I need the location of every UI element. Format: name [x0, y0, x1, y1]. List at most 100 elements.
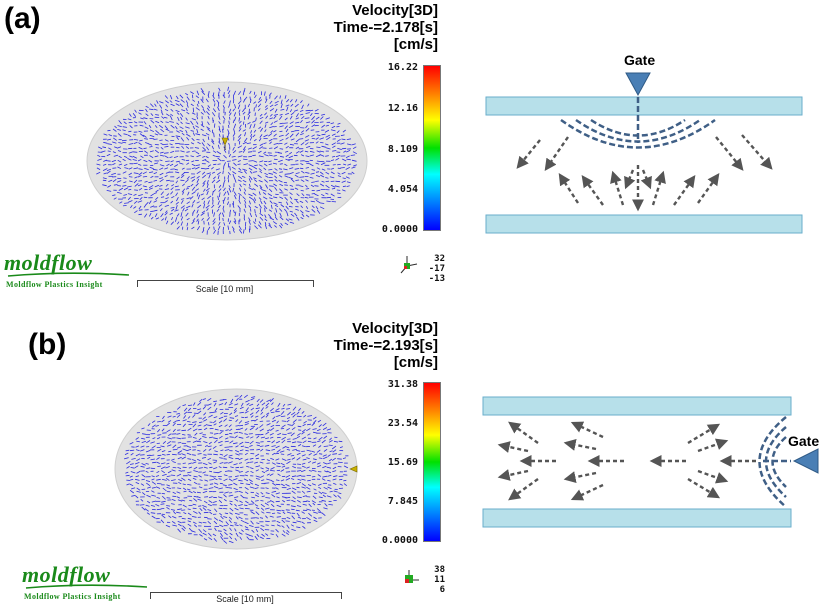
panel-a-flow-arrows [516, 134, 773, 212]
velocity-vector [103, 133, 108, 136]
velocity-vector [347, 163, 352, 166]
velocity-vector [247, 103, 251, 108]
velocity-vector [281, 519, 286, 523]
velocity-vector [311, 205, 315, 209]
velocity-vector [149, 138, 155, 140]
panel-b-color-bar [423, 382, 441, 542]
velocity-vector [325, 184, 330, 189]
velocity-vector [238, 134, 242, 138]
velocity-vector [287, 453, 292, 456]
velocity-vector [241, 175, 246, 178]
velocity-vector [262, 189, 267, 192]
velocity-vector [135, 445, 140, 448]
velocity-vector [251, 529, 255, 533]
velocity-vector [136, 440, 140, 443]
velocity-vector [214, 103, 216, 107]
velocity-vector [295, 132, 300, 137]
velocity-vector [212, 119, 214, 123]
velocity-vector [285, 112, 290, 115]
velocity-vector [157, 448, 162, 452]
velocity-vector [177, 499, 183, 502]
velocity-vector [214, 508, 218, 513]
velocity-vector [148, 184, 154, 189]
velocity-vector [270, 503, 275, 508]
velocity-vector [266, 501, 271, 503]
velocity-vector [141, 474, 146, 478]
velocity-vector [294, 212, 298, 217]
velocity-vector [181, 109, 186, 112]
velocity-vector [268, 169, 273, 171]
velocity-vector [234, 415, 239, 417]
velocity-vector [317, 462, 321, 465]
velocity-vector [268, 209, 273, 212]
velocity-vector [314, 108, 319, 112]
velocity-vector [162, 473, 167, 476]
velocity-vector [98, 146, 103, 150]
velocity-vector [165, 466, 170, 469]
velocity-vector [228, 185, 231, 189]
velocity-vector [351, 159, 357, 162]
velocity-vector [138, 205, 142, 210]
velocity-vector [229, 512, 233, 515]
velocity-vector [157, 421, 161, 423]
velocity-vector [319, 202, 325, 204]
velocity-vector [171, 184, 175, 187]
velocity-vector [218, 212, 222, 217]
velocity-vector [133, 179, 138, 184]
velocity-vector [249, 445, 253, 447]
velocity-vector [191, 220, 195, 225]
velocity-vector [286, 408, 291, 410]
velocity-vector [176, 136, 180, 140]
velocity-vector [325, 117, 330, 120]
velocity-vector [321, 193, 325, 197]
velocity-vector [276, 496, 280, 499]
velocity-vector [230, 466, 234, 469]
velocity-vector [301, 462, 306, 465]
velocity-vector [239, 471, 243, 473]
velocity-vector [281, 496, 287, 499]
velocity-vector [180, 174, 185, 179]
velocity-vector [268, 138, 273, 142]
velocity-vector [159, 164, 165, 167]
velocity-vector [291, 528, 296, 531]
velocity-vector [242, 141, 247, 145]
velocity-vector [195, 95, 200, 99]
velocity-vector [142, 185, 147, 188]
velocity-vector [181, 172, 186, 176]
velocity-vector [196, 103, 199, 107]
velocity-vector [172, 420, 177, 424]
velocity-vector [352, 151, 357, 155]
velocity-vector [341, 147, 347, 150]
velocity-vector [295, 200, 299, 204]
panel-b-tick-2: 23.54 [387, 418, 418, 429]
velocity-vector [190, 142, 195, 145]
velocity-vector [249, 457, 254, 460]
velocity-vector [250, 398, 255, 401]
velocity-vector [177, 116, 180, 122]
velocity-vector [269, 436, 274, 439]
velocity-vector [323, 507, 328, 510]
velocity-vector [200, 87, 204, 93]
panel-b-tick-1: 31.38 [387, 379, 418, 390]
velocity-vector [203, 419, 208, 422]
velocity-vector [190, 176, 196, 179]
velocity-vector [247, 147, 252, 150]
velocity-vector [290, 411, 296, 416]
velocity-vector [187, 508, 191, 510]
velocity-vector [281, 407, 285, 410]
velocity-vector [193, 402, 196, 406]
velocity-vector [145, 480, 151, 482]
velocity-vector [145, 142, 149, 145]
velocity-vector [244, 458, 249, 461]
velocity-vector [238, 462, 243, 464]
velocity-vector [249, 136, 253, 141]
velocity-vector [248, 200, 251, 205]
velocity-vector [229, 209, 232, 214]
velocity-vector [108, 147, 112, 150]
velocity-vector [192, 428, 198, 432]
velocity-vector [232, 159, 237, 161]
velocity-vector [281, 533, 286, 537]
velocity-vector [161, 450, 166, 453]
velocity-vector [129, 483, 134, 487]
velocity-vector [211, 179, 216, 184]
